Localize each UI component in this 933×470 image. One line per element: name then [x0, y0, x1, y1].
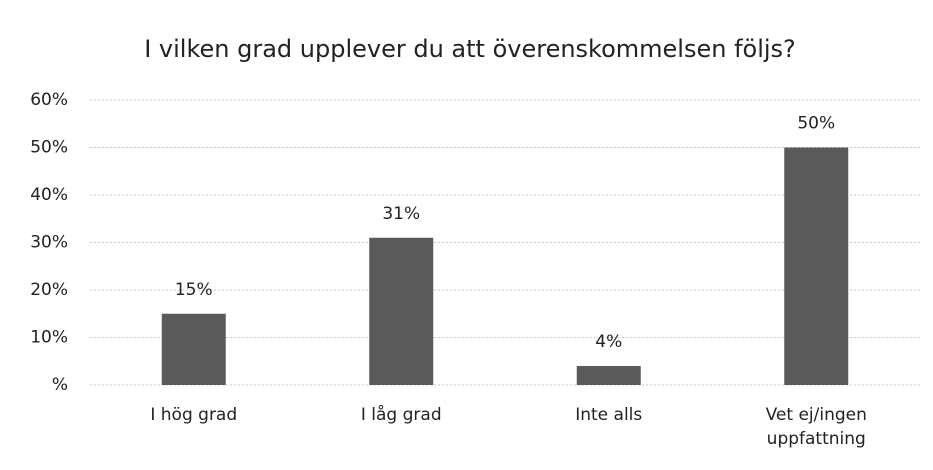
x-tick-label: I låg grad	[360, 405, 442, 425]
y-tick-label: %	[52, 375, 68, 395]
bar	[576, 366, 641, 385]
y-tick-label: 50%	[30, 138, 68, 158]
y-tick-label: 30%	[30, 233, 68, 253]
y-tick-label: 20%	[30, 280, 68, 300]
x-tick-label: Inte alls	[575, 405, 643, 425]
bar	[161, 313, 226, 385]
bar	[369, 237, 434, 385]
data-label: 50%	[797, 114, 835, 134]
y-tick-label: 40%	[30, 185, 68, 205]
y-tick-label: 10%	[30, 328, 68, 348]
chart-title: I vilken grad upplever du att överenskom…	[144, 35, 796, 63]
data-label: 4%	[595, 332, 622, 352]
data-label: 15%	[175, 280, 213, 300]
x-tick-label: I hög grad	[150, 405, 238, 425]
y-tick-label: 60%	[30, 90, 68, 110]
bar	[784, 147, 849, 385]
x-tick-label: Vet ej/ingen uppfattning	[765, 405, 867, 449]
data-label: 31%	[382, 204, 420, 224]
